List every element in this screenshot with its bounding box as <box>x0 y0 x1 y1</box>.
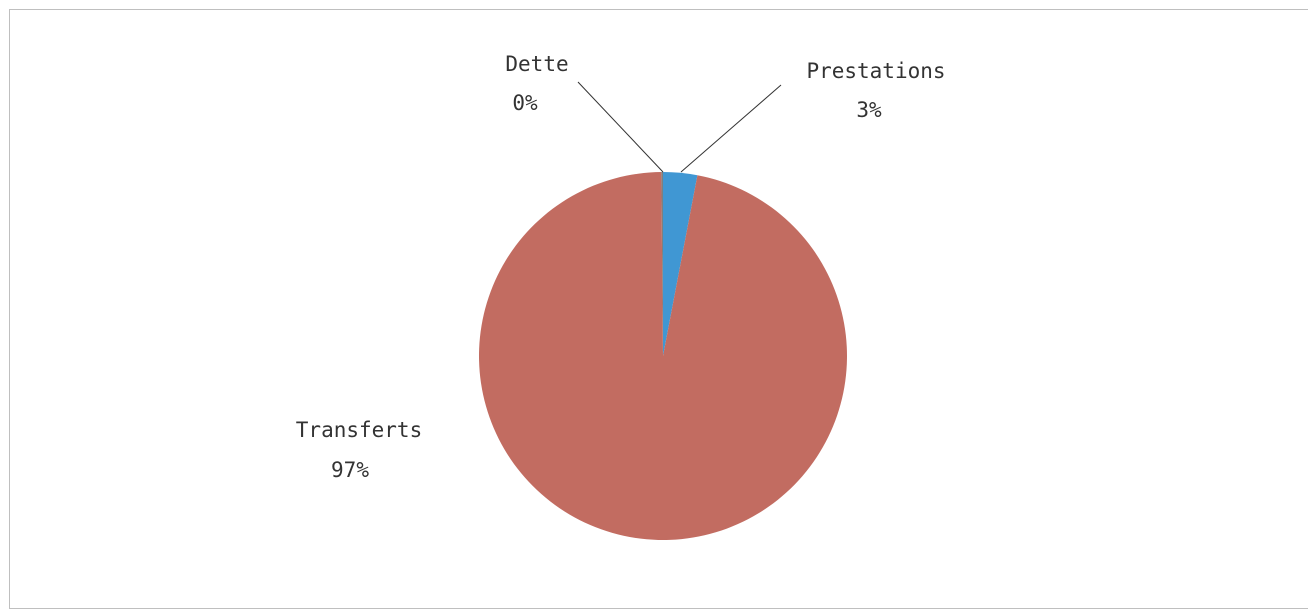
pie-slice-dette <box>661 172 663 356</box>
leader-line-dette <box>577 81 664 173</box>
slice-label-prestations-value: 3% <box>856 98 882 122</box>
leader-lines <box>577 81 782 173</box>
pie-slice-prestations <box>663 172 698 356</box>
slice-label-prestations-name: Prestations <box>806 59 945 83</box>
slice-label-transferts-value: 97% <box>331 458 369 482</box>
pie-slices <box>478 172 847 541</box>
pie-slice-transferts <box>478 172 847 541</box>
leader-line-prestations <box>680 84 782 173</box>
slice-label-transferts-name: Transferts <box>296 418 422 442</box>
slice-label-dette-name: Dette <box>505 52 568 76</box>
slice-label-dette-value: 0% <box>512 91 538 115</box>
slice-labels: Dette 0% Prestations 3% Transferts 97% <box>296 52 946 482</box>
